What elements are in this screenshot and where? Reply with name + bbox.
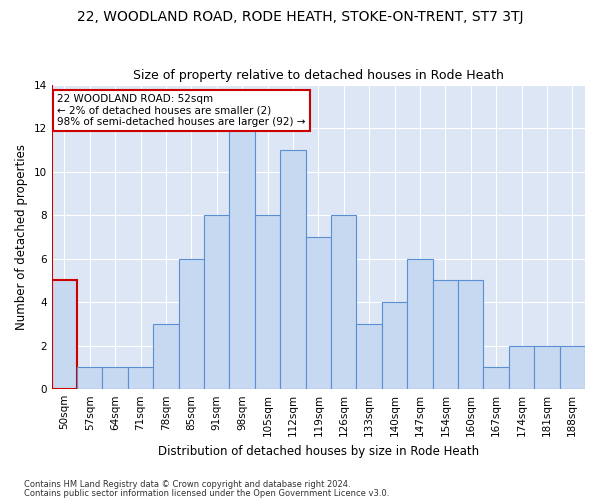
Bar <box>77 368 103 389</box>
Text: 22, WOODLAND ROAD, RODE HEATH, STOKE-ON-TRENT, ST7 3TJ: 22, WOODLAND ROAD, RODE HEATH, STOKE-ON-… <box>77 10 523 24</box>
Bar <box>331 215 356 389</box>
Bar <box>204 215 229 389</box>
Bar <box>52 280 77 389</box>
Bar <box>179 258 204 389</box>
Bar <box>534 346 560 389</box>
Bar <box>280 150 305 389</box>
X-axis label: Distribution of detached houses by size in Rode Heath: Distribution of detached houses by size … <box>158 444 479 458</box>
Bar <box>382 302 407 389</box>
Bar <box>255 215 280 389</box>
Text: Contains HM Land Registry data © Crown copyright and database right 2024.: Contains HM Land Registry data © Crown c… <box>24 480 350 489</box>
Bar <box>509 346 534 389</box>
Bar <box>128 368 153 389</box>
Bar <box>560 346 585 389</box>
Title: Size of property relative to detached houses in Rode Heath: Size of property relative to detached ho… <box>133 69 504 82</box>
Bar <box>407 258 433 389</box>
Bar <box>229 128 255 389</box>
Bar <box>153 324 179 389</box>
Bar <box>484 368 509 389</box>
Y-axis label: Number of detached properties: Number of detached properties <box>15 144 28 330</box>
Text: Contains public sector information licensed under the Open Government Licence v3: Contains public sector information licen… <box>24 489 389 498</box>
Bar <box>356 324 382 389</box>
Bar <box>433 280 458 389</box>
Bar <box>305 237 331 389</box>
Text: 22 WOODLAND ROAD: 52sqm
← 2% of detached houses are smaller (2)
98% of semi-deta: 22 WOODLAND ROAD: 52sqm ← 2% of detached… <box>57 94 305 127</box>
Bar <box>458 280 484 389</box>
Bar <box>103 368 128 389</box>
